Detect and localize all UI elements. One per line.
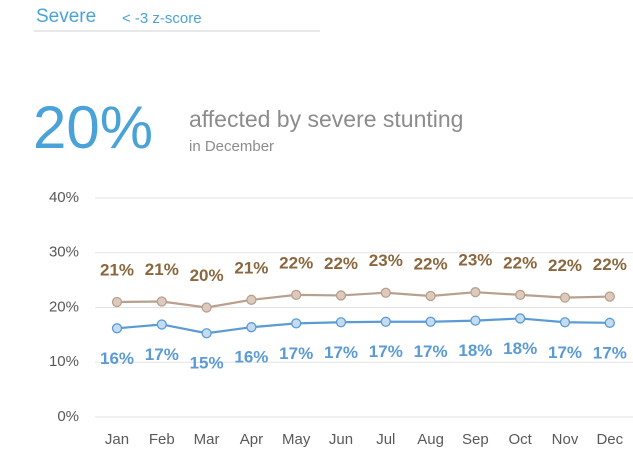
point [291, 289, 302, 301]
kpi-sublabel: in December [189, 138, 274, 155]
point [111, 323, 123, 334]
x-tick-label: May [282, 431, 311, 448]
data-label: 22% [593, 255, 627, 274]
point [470, 315, 481, 326]
x-tick-label: Feb [149, 431, 175, 448]
data-label: 16% [234, 348, 268, 367]
y-tick-label: 20% [49, 298, 79, 315]
data-label: 22% [414, 254, 448, 273]
point [559, 292, 571, 303]
data-label: 17% [414, 342, 448, 361]
x-tick-label: Jun [329, 431, 353, 448]
data-label: 17% [279, 344, 313, 363]
y-tick-label: 40% [49, 189, 79, 206]
point [604, 291, 615, 302]
point [291, 318, 302, 329]
point [380, 316, 391, 327]
point [470, 287, 481, 298]
section-title: Severe [36, 6, 96, 27]
data-label: 17% [548, 343, 582, 362]
kpi-value: 20% [33, 94, 153, 161]
x-tick-label: Jul [376, 431, 395, 448]
point [156, 296, 167, 307]
point [604, 317, 615, 328]
x-tick-label: Nov [552, 431, 579, 448]
data-label: 18% [458, 341, 492, 360]
x-tick-label: Aug [417, 431, 444, 448]
data-label: 17% [369, 342, 403, 361]
series-line [116, 317, 610, 335]
x-tick-label: Mar [194, 431, 220, 448]
point [335, 317, 347, 328]
data-label: 22% [548, 256, 582, 275]
y-tick-label: 0% [57, 408, 79, 425]
point [246, 294, 257, 305]
data-label: 20% [190, 266, 224, 285]
data-label: 21% [100, 261, 134, 280]
data-label: 21% [234, 258, 268, 277]
data-label: 23% [369, 251, 403, 270]
point [156, 319, 167, 330]
data-label: 22% [503, 253, 537, 272]
series-line [116, 291, 610, 309]
point [515, 289, 526, 301]
data-label: 22% [279, 253, 313, 272]
x-tick-label: Dec [596, 431, 623, 448]
point [246, 322, 257, 333]
point [380, 287, 391, 298]
data-label: 17% [324, 343, 358, 362]
data-label: 15% [190, 354, 224, 373]
point [201, 328, 212, 339]
point [335, 290, 347, 301]
y-tick-label: 30% [49, 244, 79, 261]
point [425, 316, 436, 327]
point [425, 290, 436, 302]
point [111, 296, 123, 308]
x-tick-label: Apr [240, 431, 263, 448]
point [559, 317, 571, 328]
data-label: 17% [593, 343, 627, 362]
x-tick-label: Sep [462, 431, 489, 448]
data-label: 23% [458, 251, 492, 270]
data-label: 16% [100, 349, 134, 368]
data-label: 21% [145, 260, 179, 279]
x-tick-label: Oct [509, 431, 533, 448]
data-label: 17% [145, 345, 179, 364]
data-label: 22% [324, 254, 358, 273]
point [201, 302, 212, 313]
data-label: 18% [503, 339, 537, 358]
section-subtitle: < -3 z-score [122, 10, 202, 27]
point [515, 313, 526, 324]
y-tick-label: 10% [49, 353, 79, 370]
x-tick-label: Jan [105, 431, 129, 448]
kpi-label: affected by severe stunting [189, 106, 463, 132]
